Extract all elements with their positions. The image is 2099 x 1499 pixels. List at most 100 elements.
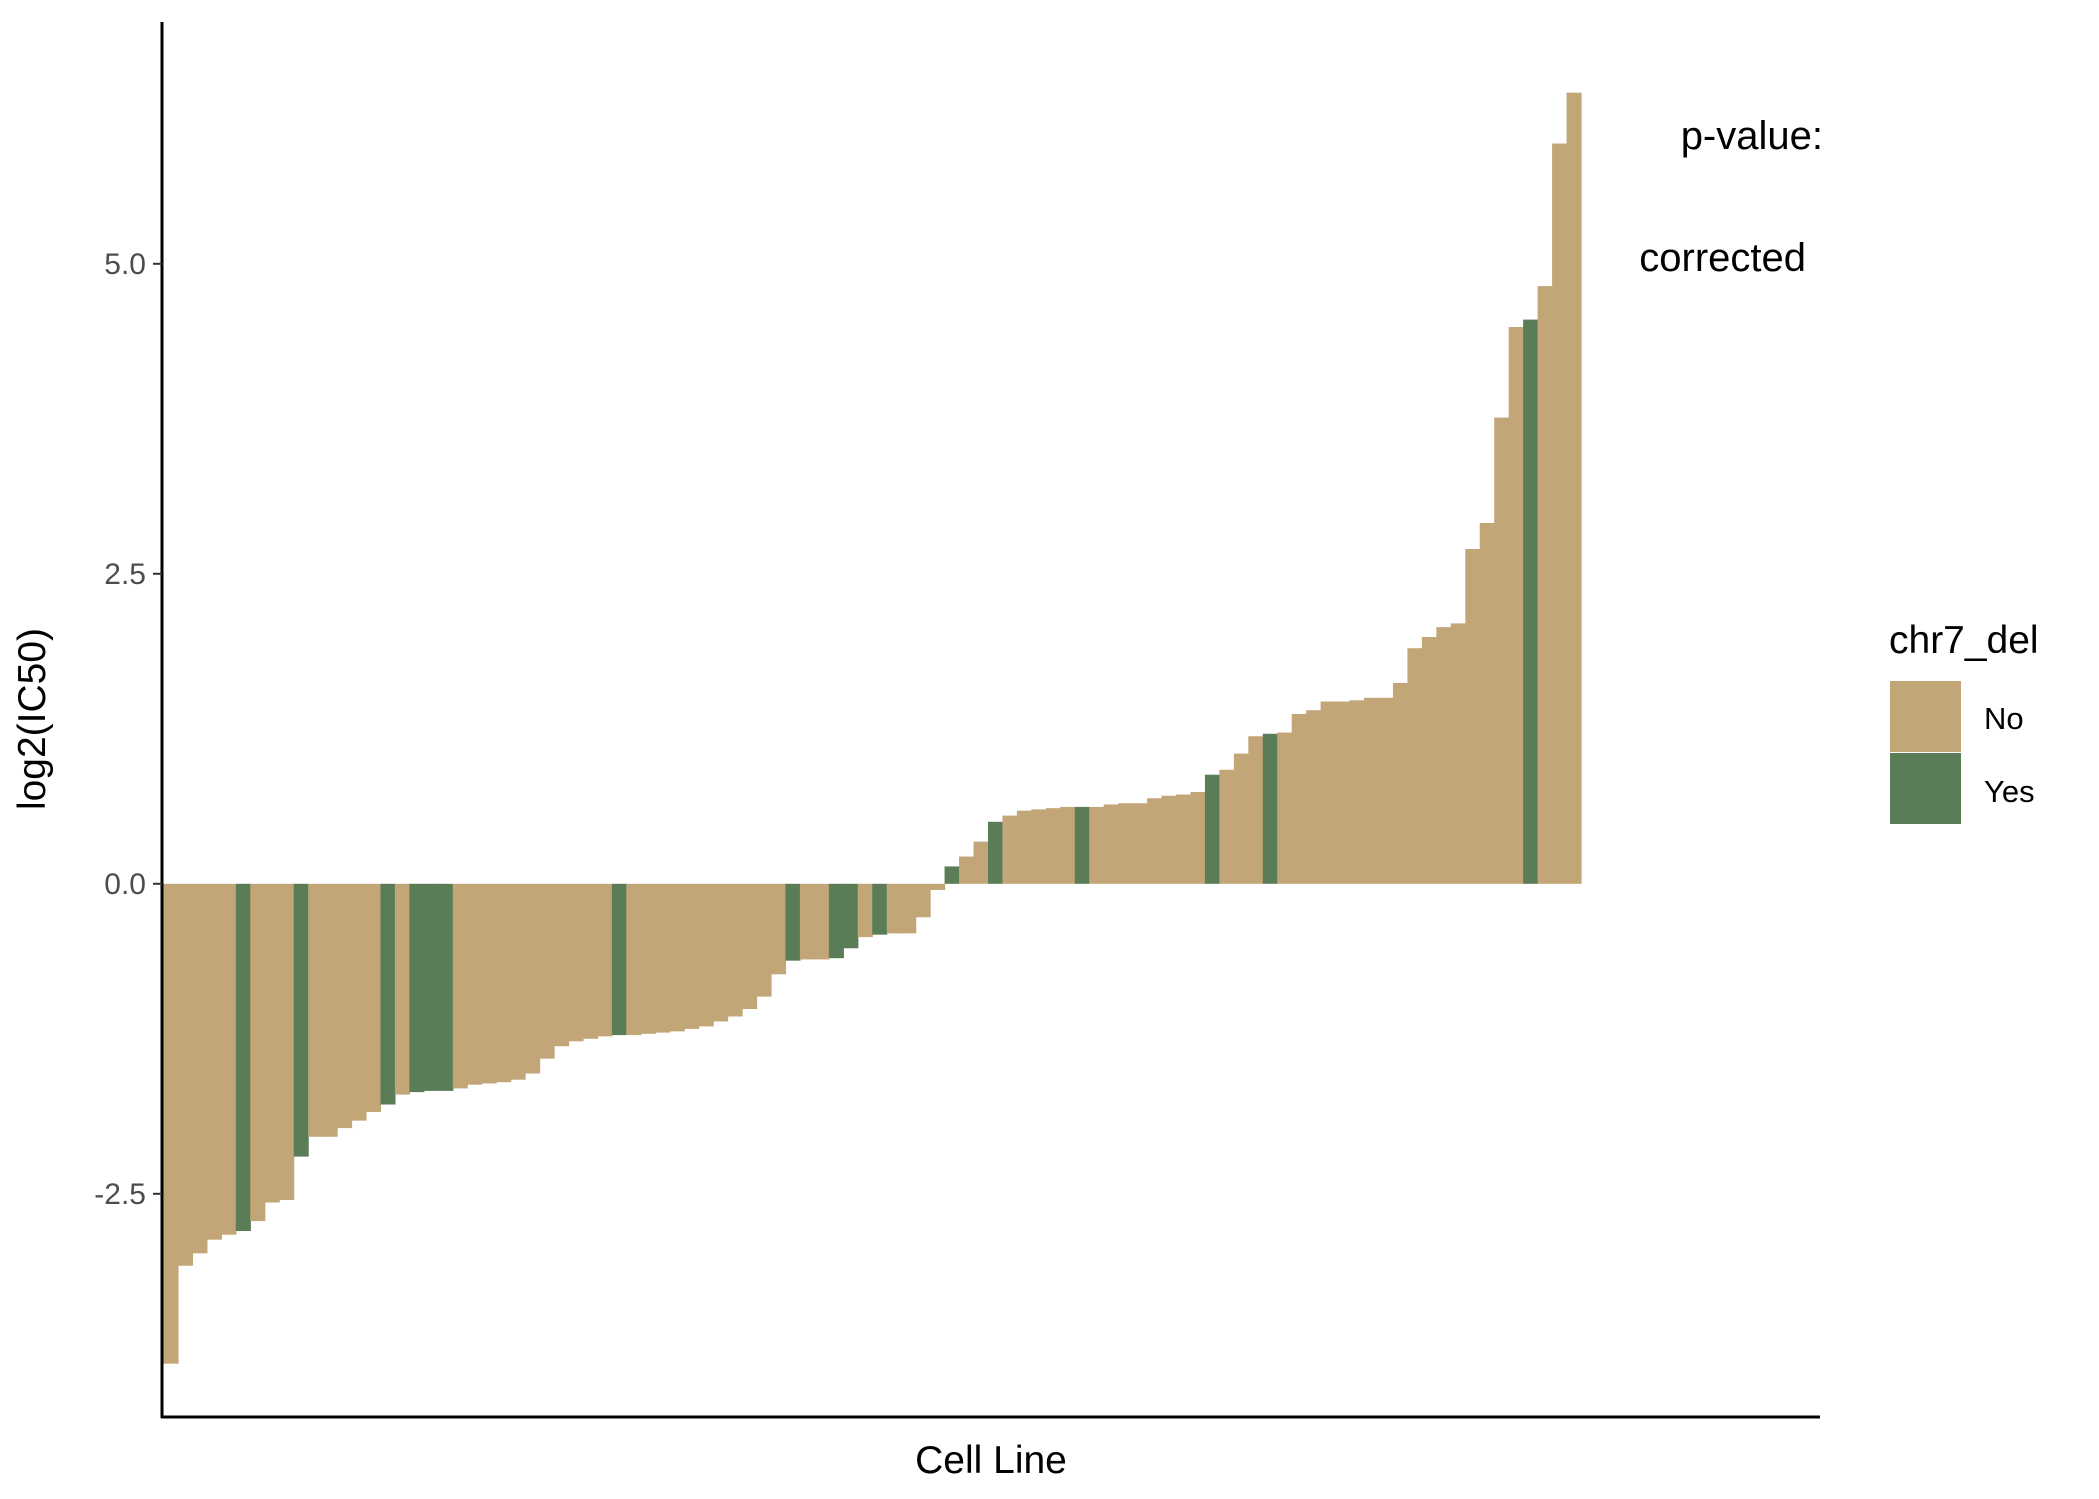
- bar-27: [539, 883, 555, 1059]
- bar-17: [394, 883, 410, 1095]
- bar-16: [380, 883, 396, 1105]
- bar-25: [510, 883, 526, 1080]
- bar-22: [467, 883, 483, 1085]
- bar-13: [337, 883, 353, 1129]
- bar-4: [206, 883, 222, 1240]
- bar-23: [481, 883, 497, 1084]
- bar-91: [1465, 549, 1481, 884]
- annotation-p-value: p-value:: [1681, 114, 1823, 158]
- legend-label-no: No: [1984, 701, 2024, 736]
- bar-39: [713, 883, 729, 1022]
- bar-42: [756, 883, 772, 997]
- bar-51: [886, 883, 902, 934]
- bar-14: [351, 883, 367, 1121]
- bar-11: [308, 883, 324, 1137]
- bar-98: [1566, 92, 1582, 884]
- bar-6: [235, 883, 251, 1231]
- bar-7: [250, 883, 266, 1222]
- bar-96: [1537, 286, 1553, 884]
- bar-60: [1016, 810, 1032, 884]
- bar-59: [1002, 815, 1018, 884]
- bar-34: [640, 883, 656, 1034]
- bar-69: [1147, 798, 1163, 884]
- bar-33: [626, 883, 642, 1036]
- bar-82: [1335, 701, 1351, 884]
- bar-12: [322, 883, 338, 1137]
- y-axis-ticks: -2.5 0.0 2.5 5.0: [94, 248, 162, 1211]
- bar-40: [727, 883, 743, 1017]
- bar-44: [785, 883, 801, 961]
- bar-78: [1277, 732, 1293, 884]
- bar-88: [1421, 637, 1437, 884]
- bar-85: [1378, 697, 1394, 884]
- bar-70: [1161, 795, 1177, 884]
- bar-80: [1306, 710, 1322, 884]
- bar-66: [1103, 804, 1119, 884]
- bar-77: [1262, 733, 1278, 884]
- legend-swatch-no: [1890, 681, 1961, 752]
- bar-30: [582, 883, 599, 1039]
- bar-46: [814, 883, 830, 960]
- bar-63: [1060, 806, 1076, 884]
- bar-89: [1436, 627, 1452, 884]
- bar-84: [1364, 697, 1380, 884]
- bar-49: [857, 883, 873, 938]
- bar-52: [901, 883, 917, 934]
- y-tick-label: 2.5: [104, 558, 146, 591]
- bar-36: [669, 883, 685, 1032]
- bar-73: [1204, 774, 1220, 884]
- bar-47: [828, 883, 844, 959]
- bar-65: [1089, 806, 1105, 884]
- bar-35: [655, 883, 671, 1033]
- bar-62: [1045, 808, 1061, 884]
- bar-71: [1176, 794, 1192, 884]
- bar-64: [1074, 806, 1090, 884]
- bar-75: [1233, 753, 1249, 884]
- bar-93: [1494, 417, 1510, 884]
- bar-94: [1508, 327, 1524, 884]
- bar-58: [987, 821, 1004, 884]
- bar-8: [264, 883, 280, 1203]
- bar-57: [973, 841, 989, 884]
- bar-32: [611, 883, 627, 1036]
- bar-28: [554, 883, 570, 1047]
- bar-92: [1479, 522, 1495, 884]
- bar-19: [423, 883, 439, 1091]
- bar-31: [597, 883, 613, 1037]
- bar-18: [409, 883, 425, 1093]
- bar-1: [163, 883, 179, 1364]
- y-tick-label: 5.0: [104, 248, 146, 281]
- bars-group: [163, 92, 1582, 1364]
- bar-72: [1190, 792, 1206, 884]
- bar-29: [568, 883, 584, 1042]
- legend-label-yes: Yes: [1984, 774, 2035, 809]
- bar-68: [1132, 803, 1148, 884]
- bar-67: [1118, 803, 1134, 884]
- bar-2: [177, 883, 194, 1266]
- bar-3: [192, 883, 208, 1254]
- bar-61: [1031, 809, 1047, 884]
- bar-54: [930, 883, 946, 890]
- bar-24: [496, 883, 512, 1083]
- bar-79: [1291, 713, 1307, 884]
- bar-87: [1407, 648, 1423, 884]
- y-axis-title: log2(IC50): [11, 628, 54, 810]
- bar-15: [366, 883, 382, 1112]
- legend-swatch-yes: [1890, 753, 1961, 824]
- bar-21: [452, 883, 468, 1089]
- bar-90: [1450, 623, 1466, 884]
- bar-48: [843, 883, 859, 949]
- y-tick-label: -2.5: [94, 1178, 146, 1211]
- bar-55: [944, 866, 960, 884]
- annotation-corrected: corrected: [1639, 236, 1806, 280]
- bar-10: [293, 883, 309, 1157]
- bar-76: [1248, 736, 1264, 884]
- bar-81: [1320, 701, 1336, 884]
- bar-38: [698, 883, 714, 1027]
- bar-95: [1523, 319, 1539, 884]
- bar-37: [684, 883, 700, 1029]
- bar-83: [1349, 700, 1365, 884]
- x-axis-title: Cell Line: [915, 1439, 1067, 1482]
- bar-5: [221, 883, 237, 1235]
